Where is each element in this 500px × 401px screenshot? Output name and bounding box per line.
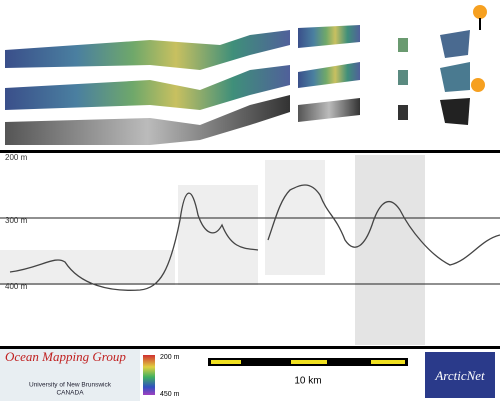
swath <box>298 25 360 48</box>
colorbar-label: 200 m <box>160 354 180 361</box>
footer: Ocean Mapping Group University of New Br… <box>0 349 495 401</box>
swath <box>5 95 290 145</box>
depth-label: 300 m <box>5 216 28 225</box>
swath-panel <box>5 5 487 145</box>
shade <box>0 250 175 285</box>
shade <box>355 155 425 345</box>
swath <box>298 98 360 122</box>
scale-segment <box>211 360 241 364</box>
colorbar-label: 450 m <box>160 391 180 398</box>
swath <box>398 105 408 120</box>
colorbar <box>143 355 155 395</box>
sun-icon <box>473 5 487 19</box>
swath <box>5 65 290 110</box>
shade <box>178 185 258 285</box>
swath <box>398 38 408 52</box>
swath <box>5 30 290 70</box>
swath <box>398 70 408 85</box>
swath <box>440 30 470 58</box>
depth-label: 200 m <box>5 153 28 162</box>
scale-segment <box>371 360 405 364</box>
divider <box>0 346 500 349</box>
partner-name: ArcticNet <box>434 368 485 383</box>
scale-label: 10 km <box>294 376 321 387</box>
logo-text: CANADA <box>56 390 84 397</box>
logo-text: University of New Brunswick <box>29 382 112 389</box>
swath <box>440 62 470 92</box>
swath <box>440 98 470 125</box>
profile-line <box>9 184 500 291</box>
partner-logo <box>425 352 495 398</box>
sun-icon <box>471 78 485 92</box>
depth-label: 400 m <box>5 282 28 291</box>
profile-panel: 200 m 300 m 400 m <box>0 153 500 345</box>
scale-segment <box>291 360 327 364</box>
divider <box>0 150 500 153</box>
swath <box>298 62 360 88</box>
logo-bg <box>0 349 140 401</box>
logo-title: Ocean Mapping Group <box>5 349 126 364</box>
